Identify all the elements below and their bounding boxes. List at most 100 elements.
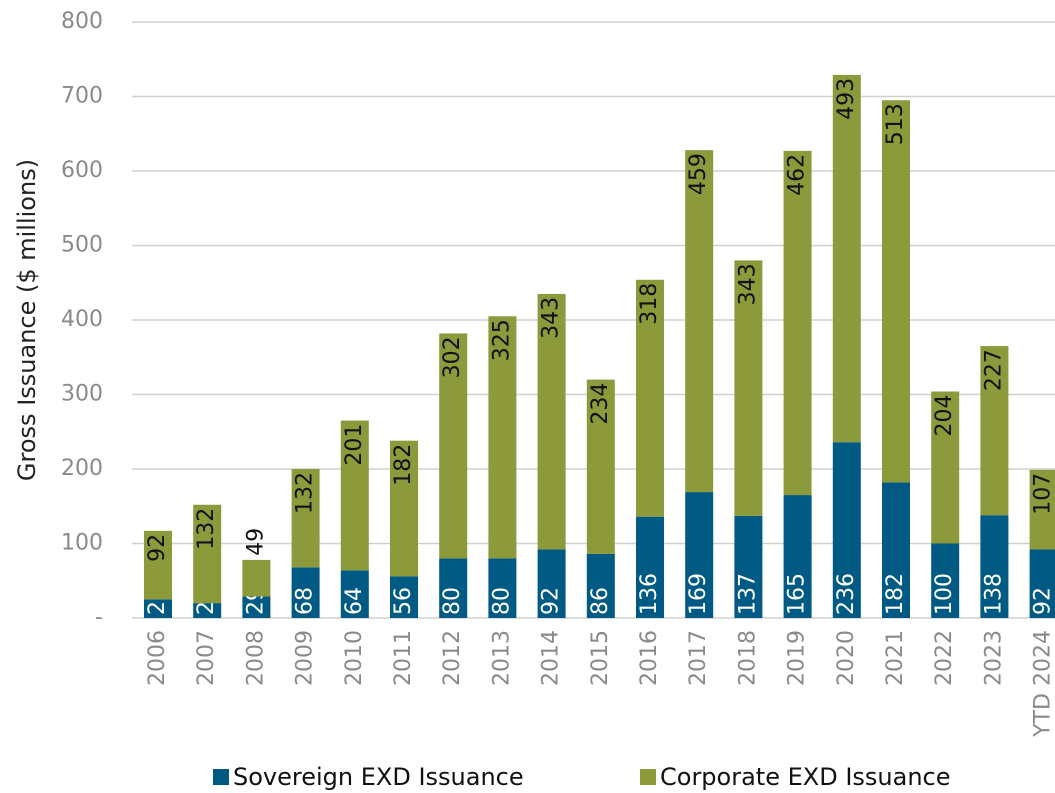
data-label: 136 [637,573,662,615]
bar-segment [832,74,861,443]
data-label: 132 [293,472,318,514]
data-label: 80 [440,587,465,615]
data-label: 165 [785,573,810,615]
y-tick-label: 500 [61,233,103,258]
x-tick-label: 2014 [539,630,564,686]
bar-segment [882,100,910,483]
y-tick-label: - [95,605,103,630]
bar-segment [439,333,468,559]
x-tick-label: 2007 [194,630,219,686]
bar-segment [931,391,960,544]
bar-segment [390,440,418,577]
data-label: 343 [539,297,564,339]
bar-segment [537,549,566,618]
bar-segment [144,530,172,600]
x-tick-label: 2022 [932,630,957,686]
data-label: 56 [391,587,416,615]
y-tick-label: 300 [61,382,103,407]
data-label: 302 [440,336,465,378]
x-tick-label: 2009 [293,630,318,686]
data-label: 86 [588,587,613,615]
bar-segment [980,515,1009,618]
data-label: 227 [981,349,1006,391]
data-label: 137 [735,573,760,615]
y-tick-label: 200 [61,456,103,481]
x-tick-label: 2021 [883,630,908,686]
data-label: 236 [834,573,859,615]
bar-segment [783,495,812,618]
bar-segment [291,469,320,568]
bar-segment [980,346,1009,516]
data-label: 107 [1031,473,1055,515]
x-tick-label: YTD 2024 [1031,630,1055,738]
y-axis-label: Gross Issuance ($ millions) [13,159,41,481]
bar-segment [832,442,861,618]
x-tick-label: 2019 [785,630,810,686]
bar-segment [685,150,714,493]
data-label: 100 [932,573,957,615]
x-tick-label: 2018 [735,630,760,686]
data-label: 92 [539,587,564,615]
bar-segment [537,293,566,550]
data-label: 182 [391,444,416,486]
bar-segment [1029,549,1055,618]
data-label: 459 [686,153,711,195]
bar-segment [291,567,320,618]
y-tick-label: 800 [61,9,103,34]
y-tick-label: 400 [61,307,103,332]
bar-segment [488,558,517,618]
data-label: 64 [342,587,367,615]
data-label: 343 [735,263,760,305]
bar-segment [1029,469,1055,550]
data-label: 132 [194,508,219,550]
x-tick-label: 2020 [834,630,859,686]
bar-segment [586,379,615,554]
data-label: 201 [342,424,367,466]
bar-segment [439,558,468,618]
x-tick-label: 2012 [440,630,465,686]
bar-segment [390,576,418,618]
bar-segment [636,516,664,618]
data-label: 169 [686,573,711,615]
data-label: 234 [588,383,613,425]
x-tick-label: 2008 [243,630,268,686]
x-tick-label: 2015 [588,630,613,686]
bar-segment [144,599,172,618]
data-label: 68 [293,587,318,615]
bar-segment [636,279,664,517]
legend-label: Sovereign EXD Issuance [233,763,524,791]
x-tick-label: 2013 [489,630,514,686]
data-label: 138 [981,573,1006,615]
bar-segment [488,316,517,559]
data-label: 92 [145,534,170,562]
data-label: 318 [637,283,662,325]
y-tick-label: 100 [61,531,103,556]
bar-segment [685,492,714,618]
bar-segment [783,150,812,496]
data-label: 493 [834,78,859,120]
bar-segment [193,504,222,604]
data-label: 92 [1031,587,1055,615]
x-tick-label: 2010 [342,630,367,686]
bar-segment [340,420,369,571]
data-label: 462 [785,154,810,196]
x-tick-label: 2006 [145,630,170,686]
y-tick-label: 600 [61,158,103,183]
legend-swatch [640,769,656,785]
bar-segment [242,596,271,618]
data-label: 204 [932,395,957,437]
bar-segment [882,482,910,618]
y-tick-label: 700 [61,84,103,109]
x-tick-label: 2011 [391,630,416,686]
bar-segment [931,543,960,618]
data-label: 80 [489,587,514,615]
bar-segment [734,515,763,618]
data-label: 325 [489,319,514,361]
x-tick-label: 2017 [686,630,711,686]
x-tick-label: 2023 [981,630,1006,686]
x-tick-label: 2016 [637,630,662,686]
data-label: 49 [243,528,268,556]
bar-segment [734,260,763,516]
data-label: 182 [883,573,908,615]
